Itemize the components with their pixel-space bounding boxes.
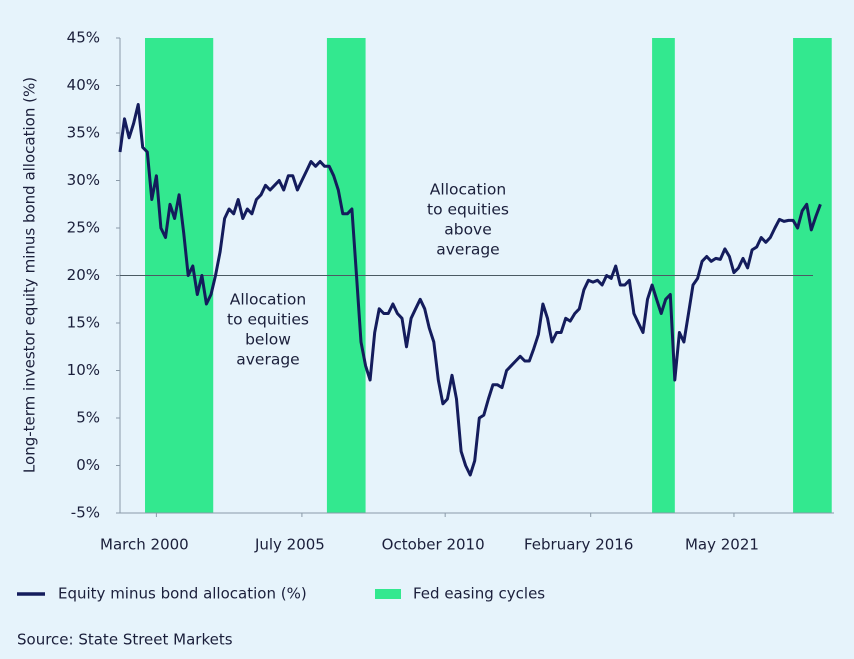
y-tick-label: 20% <box>67 266 100 284</box>
y-tick-label: 0% <box>76 456 100 474</box>
annotation: to equities <box>427 201 509 219</box>
x-tick-label: May 2021 <box>685 536 759 554</box>
y-tick-label: -5% <box>71 504 100 522</box>
x-tick-label: July 2005 <box>254 536 325 554</box>
y-tick-label: 15% <box>67 314 100 332</box>
y-tick-label: 40% <box>67 76 100 94</box>
series-line <box>118 103 822 477</box>
annotation: average <box>236 351 299 369</box>
annotation: above <box>444 221 492 239</box>
annotation: below <box>245 331 291 349</box>
legend-label: Fed easing cycles <box>413 585 545 603</box>
legend-swatch <box>375 589 401 599</box>
y-tick-label: 5% <box>76 409 100 427</box>
source: Source: State Street Markets <box>17 631 233 649</box>
y-tick-label: 35% <box>67 124 100 142</box>
x-tick-label: February 2016 <box>524 536 633 554</box>
legend-label: Equity minus bond allocation (%) <box>58 585 307 603</box>
y-tick-label: 25% <box>67 219 100 237</box>
x-tick-label: March 2000 <box>100 536 189 554</box>
annotation: to equities <box>227 311 309 329</box>
y-tick-label: 30% <box>67 171 100 189</box>
annotation: average <box>436 241 499 259</box>
x-tick-label: October 2010 <box>382 536 485 554</box>
annotation: Allocation <box>230 291 306 309</box>
y-tick-label: 10% <box>67 361 100 379</box>
annotation: Allocation <box>430 181 506 199</box>
y-axis-label: Long-term investor equity minus bond all… <box>21 77 39 473</box>
y-tick-label: 45% <box>67 29 100 47</box>
